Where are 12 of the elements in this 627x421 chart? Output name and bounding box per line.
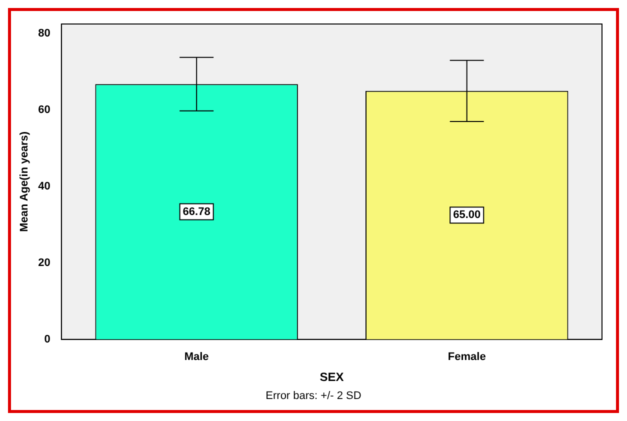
text: Error bars: +/- 2 SD xyxy=(264,390,362,402)
y-tick-label: 40 xyxy=(38,180,50,193)
data-label: 65.00 xyxy=(453,209,481,222)
x-tick-label: Female xyxy=(448,351,486,364)
y-tick-label: 0 xyxy=(44,333,50,346)
y-axis-title: Mean Age(in years) xyxy=(18,131,31,232)
x-axis-title: SEX xyxy=(320,370,344,384)
y-tick-label: 60 xyxy=(38,104,50,116)
x-tick-label: Male xyxy=(184,351,209,364)
y-tick-label: 80 xyxy=(38,28,50,40)
y-tick-label: 20 xyxy=(38,256,50,269)
data-label: 66.78 xyxy=(182,206,210,218)
